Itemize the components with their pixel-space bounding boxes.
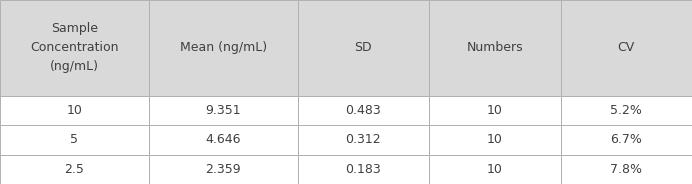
Text: 0.483: 0.483 [345,104,381,117]
Text: 9.351: 9.351 [206,104,241,117]
Bar [429,96,561,125]
Bar [149,0,298,96]
Text: 4.646: 4.646 [206,133,241,146]
Bar [561,125,692,155]
Bar [429,125,561,155]
Text: 6.7%: 6.7% [610,133,642,146]
Text: Sample
Concentration
(ng/mL): Sample Concentration (ng/mL) [30,22,118,73]
Text: 10: 10 [66,104,82,117]
Text: Mean (ng/mL): Mean (ng/mL) [180,41,266,54]
Bar [298,0,429,96]
Text: 10: 10 [487,104,502,117]
Text: 2.359: 2.359 [206,163,241,176]
Bar [561,96,692,125]
Bar [0,0,149,96]
Bar [0,96,149,125]
Text: SD: SD [354,41,372,54]
Text: 0.183: 0.183 [345,163,381,176]
Bar [429,0,561,96]
Bar [298,125,429,155]
Text: 7.8%: 7.8% [610,163,642,176]
Text: 10: 10 [487,163,502,176]
Text: 5: 5 [71,133,78,146]
Text: 2.5: 2.5 [64,163,84,176]
Text: 5.2%: 5.2% [610,104,642,117]
Bar [149,96,298,125]
Bar [561,155,692,184]
Bar [149,155,298,184]
Bar [149,125,298,155]
Bar [429,155,561,184]
Bar [561,0,692,96]
Text: 0.312: 0.312 [345,133,381,146]
Bar [298,155,429,184]
Text: CV: CV [618,41,635,54]
Bar [298,96,429,125]
Bar [0,155,149,184]
Text: Numbers: Numbers [466,41,523,54]
Bar [0,125,149,155]
Text: 10: 10 [487,133,502,146]
